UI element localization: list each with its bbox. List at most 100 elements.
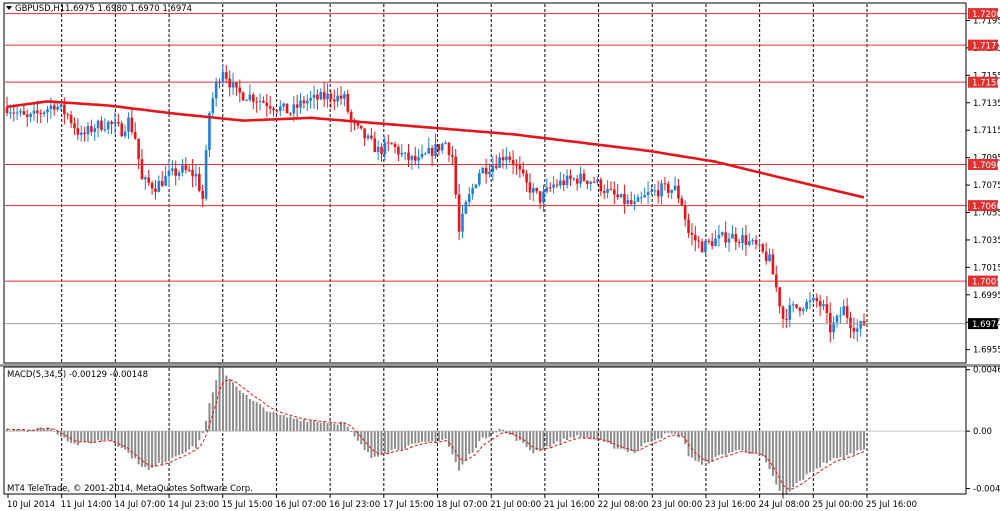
pane-separator[interactable] bbox=[0, 364, 1000, 367]
candle bbox=[373, 131, 377, 153]
candle-body bbox=[201, 190, 204, 199]
candle bbox=[758, 239, 761, 251]
macd-bar bbox=[437, 431, 440, 441]
macd-bar bbox=[572, 431, 575, 439]
horizontal-levels[interactable] bbox=[5, 13, 966, 282]
candle bbox=[299, 93, 302, 114]
candle bbox=[633, 194, 636, 211]
macd-bar bbox=[350, 431, 353, 432]
candle-body bbox=[795, 304, 798, 308]
time-tick-label: 21 Jul 00:00 bbox=[490, 500, 541, 510]
time-tick-label: 15 Jul 15:00 bbox=[222, 500, 273, 510]
candle bbox=[29, 112, 32, 123]
macd-bar bbox=[589, 431, 592, 440]
candle-body bbox=[103, 129, 107, 131]
candle-body bbox=[646, 192, 650, 196]
candle bbox=[150, 180, 154, 195]
candle bbox=[174, 160, 178, 186]
candle-body bbox=[245, 100, 248, 102]
candle-body bbox=[849, 317, 852, 328]
candle bbox=[218, 78, 221, 89]
candle-body bbox=[302, 100, 306, 104]
macd-bar bbox=[83, 431, 86, 442]
macd-bar bbox=[171, 431, 174, 459]
candle bbox=[528, 173, 532, 200]
candle bbox=[569, 169, 572, 186]
candle-body bbox=[218, 81, 221, 83]
candle bbox=[498, 152, 501, 169]
candle bbox=[228, 70, 231, 97]
candle bbox=[444, 140, 447, 145]
macd-bar bbox=[633, 431, 636, 454]
candle bbox=[120, 120, 124, 138]
candle bbox=[434, 133, 437, 160]
macd-bar bbox=[842, 431, 845, 460]
macd-bar bbox=[22, 429, 25, 432]
macd-bar bbox=[761, 431, 764, 457]
macd-bar bbox=[582, 431, 585, 439]
macd-bar bbox=[491, 431, 494, 435]
macd-bar bbox=[120, 431, 123, 449]
candle bbox=[572, 176, 576, 182]
price-tick-label: 1.7075 bbox=[973, 181, 1000, 191]
macd-bar bbox=[795, 431, 798, 483]
candle bbox=[781, 305, 785, 329]
macd-bar bbox=[292, 418, 295, 432]
candle bbox=[508, 151, 512, 164]
time-tick-label: 23 Jul 16:00 bbox=[705, 500, 756, 510]
macd-bar bbox=[259, 404, 262, 432]
candle-body bbox=[292, 104, 296, 114]
macd-bar bbox=[704, 431, 707, 462]
macd-bar bbox=[434, 431, 437, 443]
price-tick-label: 1.7195 bbox=[973, 16, 1000, 26]
macd-bar bbox=[623, 431, 626, 450]
candle-body bbox=[464, 201, 468, 214]
macd-bar bbox=[397, 431, 400, 450]
macd-bar bbox=[603, 431, 606, 442]
candle bbox=[619, 193, 623, 199]
candle-body bbox=[835, 315, 839, 323]
macd-bar bbox=[427, 431, 430, 443]
time-tick-label: 25 Jul 16:00 bbox=[866, 500, 917, 510]
candle-body bbox=[663, 183, 667, 185]
candle-body bbox=[397, 146, 400, 155]
macd-bar bbox=[731, 431, 734, 453]
dropdown-triangle-icon[interactable] bbox=[6, 6, 12, 10]
macd-bar bbox=[805, 431, 808, 475]
candle-body bbox=[761, 244, 765, 252]
candle-body bbox=[123, 131, 127, 137]
macd-bar bbox=[113, 431, 116, 445]
macd-bar bbox=[474, 431, 477, 449]
candle bbox=[39, 109, 43, 124]
candle-body bbox=[278, 106, 282, 111]
candle bbox=[326, 83, 329, 108]
candle bbox=[602, 184, 606, 200]
candle-body bbox=[272, 108, 275, 111]
macd-bar bbox=[225, 375, 228, 432]
candle-body bbox=[241, 92, 245, 101]
macd-bar bbox=[414, 431, 417, 444]
candle-body bbox=[535, 188, 539, 192]
candle bbox=[592, 176, 596, 184]
candle-body bbox=[144, 177, 147, 180]
level-label-box bbox=[968, 200, 998, 212]
candle bbox=[700, 238, 704, 253]
macd-bar bbox=[667, 431, 670, 433]
candle-body bbox=[785, 318, 788, 320]
candle-body bbox=[538, 191, 542, 203]
candle-body bbox=[532, 188, 535, 193]
chart-header[interactable]: GBPUSD,H1 1.6975 1.6980 1.6970 1.6974 bbox=[6, 4, 192, 14]
candle bbox=[599, 177, 603, 196]
candle-body bbox=[602, 191, 606, 193]
candle-body bbox=[714, 238, 717, 247]
price-tick-label: 1.6955 bbox=[973, 346, 1000, 356]
candle-body bbox=[427, 147, 431, 154]
candle-body bbox=[545, 187, 549, 192]
candle-body bbox=[788, 305, 792, 320]
candle-body bbox=[815, 297, 819, 302]
candle-body bbox=[400, 152, 404, 155]
candle bbox=[788, 297, 792, 328]
candle bbox=[710, 232, 714, 250]
candle-body bbox=[586, 180, 589, 184]
